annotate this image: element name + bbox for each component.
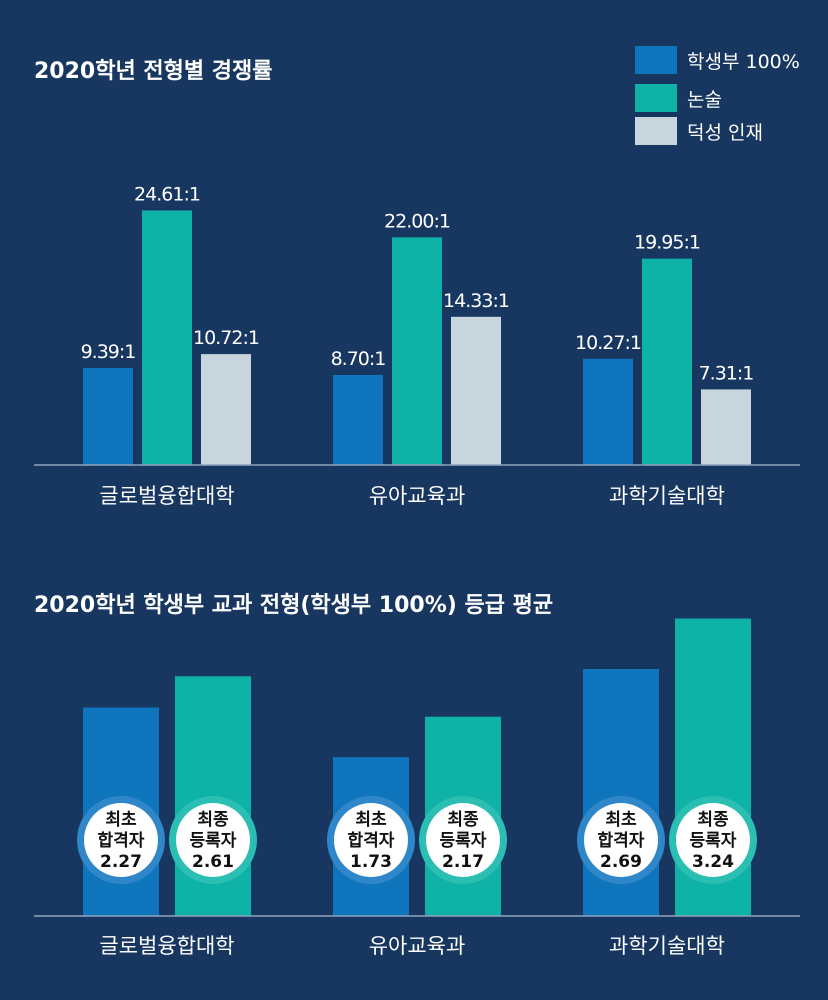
bar xyxy=(392,237,442,465)
badge-line-1: 최종 xyxy=(447,810,479,830)
chart-1-title: 2020학년 전형별 경쟁률 xyxy=(34,59,272,84)
bar xyxy=(333,375,383,465)
badge-line-2: 합격자 xyxy=(598,830,645,851)
chart-1-category-labels: 글로벌융합대학 유아교육과 과학기술대학 xyxy=(99,484,725,508)
bar xyxy=(83,367,133,465)
chart-1-category-label: 유아교육과 xyxy=(369,484,466,508)
bar-value-label: 9.39:1 xyxy=(81,341,136,363)
badge-line-1: 최초 xyxy=(105,810,137,830)
badge-disc xyxy=(334,803,408,877)
bar-value-label: 24.61:1 xyxy=(134,183,200,205)
badge-line-2: 등록자 xyxy=(440,831,487,851)
badge-disc xyxy=(84,803,158,877)
badge-disc xyxy=(584,803,658,877)
chart-2-category-label: 과학기술대학 xyxy=(609,934,725,958)
badge-line-2: 합격자 xyxy=(348,830,395,851)
badge-line-2: 합격자 xyxy=(98,830,145,851)
badge-value: 2.27 xyxy=(100,852,142,872)
chart-1-value-labels: 9.39:1 8.70:1 10.27:1 24.61:1 22.00:1 19.95:1… xyxy=(81,183,755,384)
legend-label-2: 논술 xyxy=(687,89,722,111)
badge-line-2: 등록자 xyxy=(190,831,237,851)
bar-value-label: 10.27:1 xyxy=(575,332,641,354)
badge-value: 2.69 xyxy=(600,852,642,872)
chart-2-title: 2020학년 학생부 교과 전형(학생부 100%) 등급 평균 xyxy=(34,593,553,618)
competition-ratio-chart: 2020학년 전형별 경쟁률 학생부 100% 논술 덕성 인재 9.39:1 8… xyxy=(34,46,800,508)
bar-value-label: 7.31:1 xyxy=(699,362,754,384)
bar-value-label: 14.33:1 xyxy=(443,290,509,312)
bar-value-label: 19.95:1 xyxy=(634,232,700,254)
bar xyxy=(583,358,633,465)
badge-value: 2.61 xyxy=(192,852,234,872)
chart-2-badges: 최초합격자2.27최초합격자1.73최초합격자2.69최종등록자2.61최종등록… xyxy=(77,796,757,884)
badge-line-2: 등록자 xyxy=(690,831,737,851)
bar-value-label: 8.70:1 xyxy=(331,348,386,370)
bar xyxy=(142,210,192,465)
badge-disc xyxy=(176,803,250,877)
bar xyxy=(201,354,251,465)
bar xyxy=(701,389,751,465)
badge-line-1: 최종 xyxy=(697,810,729,830)
badge-disc xyxy=(676,803,750,877)
chart-2-category-labels: 글로벌융합대학 유아교육과 과학기술대학 xyxy=(99,934,725,958)
badge-line-1: 최초 xyxy=(355,810,387,830)
legend-item-1: 학생부 100% xyxy=(635,46,800,74)
badge-value: 3.24 xyxy=(692,852,734,872)
chart-2-category-label: 글로벌융합대학 xyxy=(99,934,234,958)
bar-value-label: 10.72:1 xyxy=(193,327,259,349)
chart-2-category-label: 유아교육과 xyxy=(369,934,466,958)
badge-line-1: 최종 xyxy=(197,810,229,830)
legend-item-3: 덕성 인재 xyxy=(635,117,763,145)
badge-line-1: 최초 xyxy=(605,810,637,830)
legend-swatch-2 xyxy=(635,84,677,112)
legend: 학생부 100% 논술 덕성 인재 xyxy=(635,46,800,145)
badge-value: 1.73 xyxy=(350,852,392,872)
badge-value: 2.17 xyxy=(442,852,484,872)
legend-item-2: 논술 xyxy=(635,84,722,112)
legend-label-1: 학생부 100% xyxy=(687,51,800,73)
bar xyxy=(451,316,501,465)
badge-disc xyxy=(426,803,500,877)
chart-1-category-label: 과학기술대학 xyxy=(609,484,725,508)
chart-1-category-label: 글로벌융합대학 xyxy=(99,484,234,508)
legend-swatch-1 xyxy=(635,46,677,74)
legend-swatch-3 xyxy=(635,117,677,145)
bar-value-label: 22.00:1 xyxy=(384,210,450,232)
chart-1-bars xyxy=(83,210,751,465)
grade-average-chart: 2020학년 학생부 교과 전형(학생부 100%) 등급 평균 최초합격자2.… xyxy=(34,593,800,958)
legend-label-3: 덕성 인재 xyxy=(687,122,763,144)
bar xyxy=(642,258,692,465)
